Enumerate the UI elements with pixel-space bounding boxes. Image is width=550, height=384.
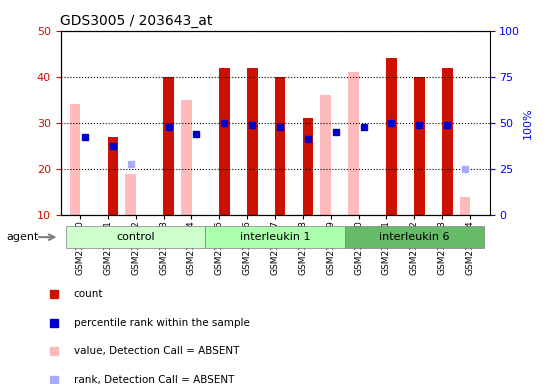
Bar bbox=[386, 58, 397, 215]
Text: GDS3005 / 203643_at: GDS3005 / 203643_at bbox=[60, 14, 213, 28]
Bar bbox=[348, 72, 359, 215]
Bar bbox=[181, 100, 192, 215]
Bar bbox=[320, 95, 331, 215]
FancyBboxPatch shape bbox=[345, 226, 484, 248]
Bar bbox=[274, 77, 285, 215]
Y-axis label: 100%: 100% bbox=[523, 107, 533, 139]
Text: rank, Detection Call = ABSENT: rank, Detection Call = ABSENT bbox=[74, 375, 234, 384]
Text: agent: agent bbox=[7, 232, 39, 242]
Bar bbox=[442, 68, 453, 215]
Bar bbox=[247, 68, 257, 215]
Text: interleukin 6: interleukin 6 bbox=[379, 232, 449, 242]
Bar bbox=[219, 68, 230, 215]
Text: percentile rank within the sample: percentile rank within the sample bbox=[74, 318, 250, 328]
Bar bbox=[414, 77, 425, 215]
Text: interleukin 1: interleukin 1 bbox=[240, 232, 310, 242]
Bar bbox=[125, 174, 136, 215]
Text: count: count bbox=[74, 289, 103, 299]
Bar bbox=[302, 118, 313, 215]
Bar bbox=[70, 104, 80, 215]
Text: value, Detection Call = ABSENT: value, Detection Call = ABSENT bbox=[74, 346, 239, 356]
Bar bbox=[163, 77, 174, 215]
FancyBboxPatch shape bbox=[66, 226, 205, 248]
Text: control: control bbox=[117, 232, 155, 242]
Bar bbox=[107, 137, 118, 215]
Bar bbox=[460, 197, 470, 215]
FancyBboxPatch shape bbox=[205, 226, 345, 248]
